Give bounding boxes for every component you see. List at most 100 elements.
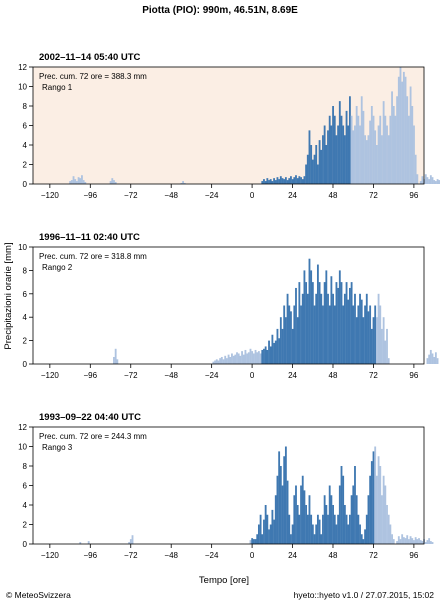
bar xyxy=(328,115,331,184)
bar xyxy=(116,359,119,364)
bar xyxy=(311,282,314,364)
x-tick-label: 96 xyxy=(409,371,418,380)
bar xyxy=(72,176,75,184)
y-tick-label: 10 xyxy=(18,83,27,92)
bar xyxy=(281,328,284,364)
bar xyxy=(389,524,392,544)
bar xyxy=(252,353,255,364)
bar xyxy=(370,461,373,545)
bar xyxy=(342,125,345,184)
bar xyxy=(362,317,365,364)
bar xyxy=(310,514,313,544)
x-tick-label: −120 xyxy=(41,371,60,380)
bar xyxy=(261,349,264,364)
bar xyxy=(293,177,296,184)
bar xyxy=(377,125,380,184)
bar xyxy=(315,524,318,544)
bar xyxy=(382,317,385,364)
bar xyxy=(212,361,215,364)
bar xyxy=(332,106,334,184)
bar xyxy=(396,96,399,184)
bar xyxy=(316,164,319,184)
y-axis-label: Precipitazioni orarie [mm] xyxy=(3,242,14,349)
bar xyxy=(419,540,422,544)
panel-title: 2002–11–14 05:40 UTC xyxy=(39,52,141,63)
bar xyxy=(237,353,240,364)
bars xyxy=(113,258,439,364)
bar xyxy=(381,135,383,184)
rank-label: Rango 2 xyxy=(42,263,73,272)
bar xyxy=(381,495,383,544)
bar xyxy=(365,140,368,185)
bar xyxy=(281,485,284,544)
cumulative-annotation: Prec. cum. 72 ore = 318.8 mm xyxy=(39,252,147,261)
bar xyxy=(338,101,341,185)
bar xyxy=(320,149,323,185)
bar xyxy=(352,305,355,364)
bar xyxy=(364,529,367,545)
bar xyxy=(342,305,345,364)
bar xyxy=(214,360,217,364)
bar xyxy=(271,334,274,364)
bar xyxy=(318,140,321,185)
bar xyxy=(350,495,353,544)
bar xyxy=(407,115,410,184)
bar xyxy=(397,536,400,544)
bar xyxy=(273,178,275,184)
bar xyxy=(290,311,292,364)
bar xyxy=(413,540,415,544)
bar xyxy=(263,348,265,364)
x-tick-label: −48 xyxy=(164,191,178,200)
y-tick-label: 6 xyxy=(23,482,28,491)
bar xyxy=(215,359,218,364)
bar xyxy=(374,305,377,364)
bar xyxy=(290,176,292,184)
bar xyxy=(70,180,73,184)
bar xyxy=(360,96,363,184)
bar xyxy=(257,524,260,544)
bar xyxy=(355,106,358,184)
bar xyxy=(295,485,297,544)
bar xyxy=(345,110,348,185)
bar xyxy=(316,264,319,364)
bar xyxy=(306,293,309,364)
bar xyxy=(362,539,365,545)
bar xyxy=(372,115,375,184)
bar xyxy=(355,495,358,544)
bar xyxy=(384,340,387,364)
bar xyxy=(274,495,277,544)
bar xyxy=(325,505,328,544)
bar xyxy=(382,101,385,185)
bar xyxy=(343,135,346,184)
y-tick-label: 6 xyxy=(23,290,28,299)
bar xyxy=(375,145,378,184)
bar xyxy=(231,353,233,364)
bar xyxy=(225,358,228,364)
bar xyxy=(367,495,370,544)
bar xyxy=(328,485,331,544)
bar xyxy=(84,182,87,184)
bar xyxy=(433,180,436,184)
bars xyxy=(69,67,440,185)
bar xyxy=(313,305,316,364)
bar xyxy=(278,451,281,545)
bar xyxy=(281,178,284,184)
bar xyxy=(241,351,243,364)
bar xyxy=(330,276,333,364)
bar xyxy=(406,535,409,544)
bar xyxy=(333,115,336,184)
x-tick-label: −96 xyxy=(84,371,98,380)
bar xyxy=(350,282,353,364)
bar xyxy=(436,358,439,364)
bar xyxy=(298,282,301,364)
x-tick-label: 72 xyxy=(369,551,378,560)
y-tick-label: 0 xyxy=(23,180,28,189)
bar xyxy=(236,352,238,364)
bar xyxy=(387,135,390,184)
bar xyxy=(347,524,350,544)
bar xyxy=(217,360,220,364)
bar xyxy=(365,514,368,544)
bar xyxy=(402,71,405,185)
bar xyxy=(251,538,254,544)
bar xyxy=(386,505,388,544)
